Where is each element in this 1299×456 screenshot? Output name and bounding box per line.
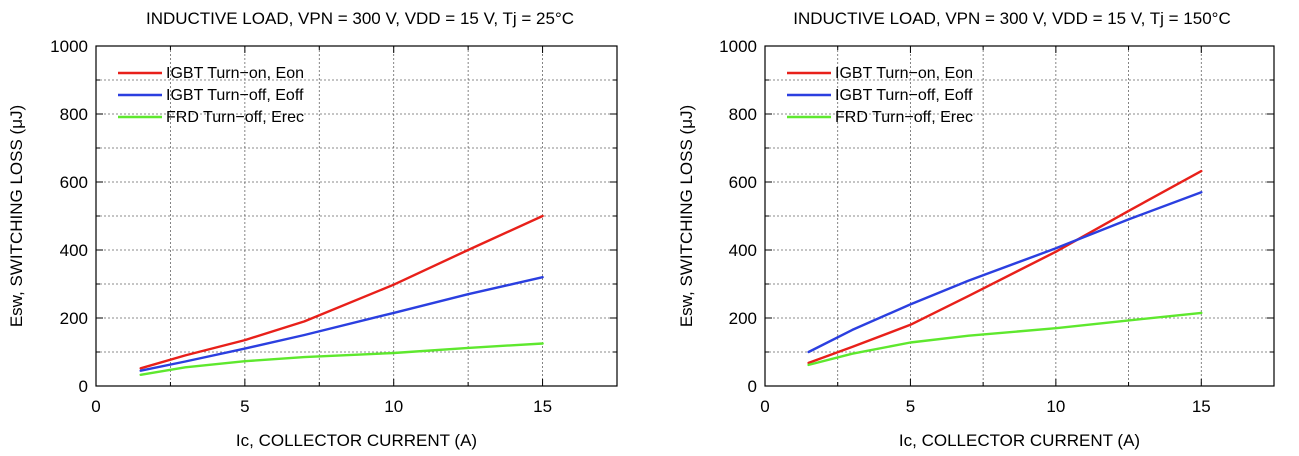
x-axis-label: Ic, COLLECTOR CURRENT (A) [899, 431, 1140, 450]
x-tick-label: 10 [1046, 397, 1065, 416]
y-tick-label: 600 [60, 173, 88, 192]
y-tick-label: 400 [60, 241, 88, 260]
series-line-1 [139, 276, 544, 372]
x-tick-label: 5 [240, 397, 249, 416]
chart-tj-150c: INDUCTIVE LOAD, VPN = 300 V, VDD = 15 V,… [677, 9, 1275, 450]
x-tick-label: 10 [384, 397, 403, 416]
legend-label: IGBT Turn−off, Eoff [835, 87, 973, 104]
y-tick-label: 0 [79, 377, 88, 396]
x-axis-label: Ic, COLLECTOR CURRENT (A) [236, 431, 477, 450]
y-tick-label: 200 [729, 309, 757, 328]
x-tick-label: 0 [760, 397, 769, 416]
y-tick-label: 200 [60, 309, 88, 328]
series-line-1 [807, 190, 1203, 354]
legend-label: IGBT Turn−on, Eon [166, 65, 304, 82]
legend-label: IGBT Turn−off, Eoff [166, 87, 304, 104]
y-axis-label: Esw, SWITCHING LOSS (μJ) [7, 105, 26, 327]
series-line-2 [139, 342, 544, 376]
y-tick-label: 0 [748, 377, 757, 396]
x-tick-label: 5 [906, 397, 915, 416]
x-tick-label: 15 [1192, 397, 1211, 416]
y-axis-label: Esw, SWITCHING LOSS (μJ) [677, 105, 696, 327]
series-line-0 [807, 169, 1203, 365]
legend-label: IGBT Turn−on, Eon [835, 65, 973, 82]
series-line-0 [139, 214, 544, 370]
y-tick-label: 1000 [719, 37, 757, 56]
y-tick-label: 800 [729, 105, 757, 124]
x-tick-label: 0 [91, 397, 100, 416]
y-tick-label: 1000 [50, 37, 88, 56]
chart-title: INDUCTIVE LOAD, VPN = 300 V, VDD = 15 V,… [146, 9, 574, 28]
chart-title: INDUCTIVE LOAD, VPN = 300 V, VDD = 15 V,… [793, 9, 1231, 28]
chart-tj-25c: INDUCTIVE LOAD, VPN = 300 V, VDD = 15 V,… [7, 9, 618, 450]
y-tick-label: 800 [60, 105, 88, 124]
y-tick-label: 600 [729, 173, 757, 192]
y-tick-label: 400 [729, 241, 757, 260]
legend-label: FRD Turn−off, Erec [835, 109, 973, 126]
x-tick-label: 15 [533, 397, 552, 416]
series-line-2 [807, 311, 1203, 367]
legend-label: FRD Turn−off, Erec [166, 109, 304, 126]
